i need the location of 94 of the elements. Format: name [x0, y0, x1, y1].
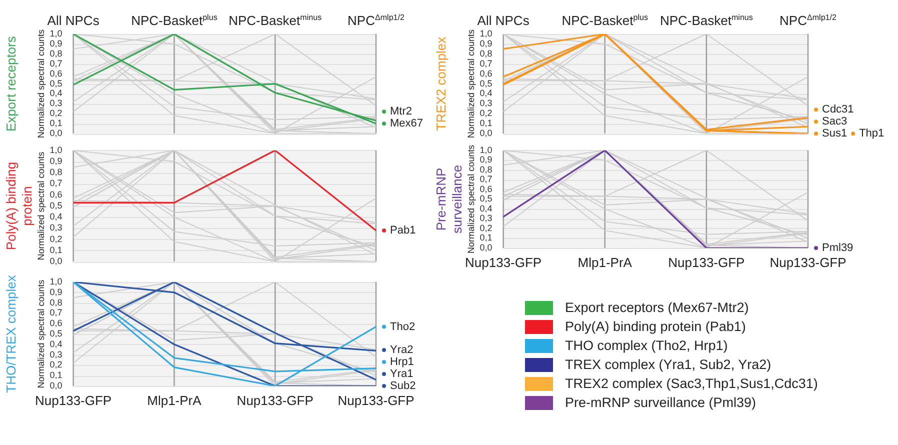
y-tick-label: 1,0	[480, 144, 492, 155]
y-tick-label: 0,3	[50, 98, 62, 108]
y-tick-label: 0,5	[480, 194, 492, 204]
y-tick-label: 0,2	[50, 234, 62, 244]
y-tick-label: 0,6	[50, 68, 62, 78]
x-tick-label: Nup133-GFP	[35, 393, 112, 408]
y-tick-label: 0,5	[480, 78, 492, 88]
y-tick-label: 0,6	[480, 184, 492, 194]
y-tick-label: 0,8	[480, 164, 492, 174]
legend-label: Sus1	[822, 128, 848, 140]
y-tick-label: 0,2	[480, 222, 492, 233]
y-tick-label: 0,1	[50, 118, 62, 128]
legend-label: Mex67	[390, 118, 424, 130]
y-tick-label: 0,4	[50, 338, 62, 349]
y-tick-label: 0,4	[50, 212, 62, 222]
y-tick-label: 0,3	[50, 349, 62, 360]
y-tick-label: 0,3	[50, 222, 62, 233]
y-axis-title: Normalized spectral counts	[36, 151, 46, 260]
legend-label: Thp1	[859, 128, 884, 140]
y-tick-label: 0,8	[50, 48, 62, 58]
y-tick-label: 0,7	[50, 178, 62, 188]
y-tick-label: 0,9	[480, 38, 492, 48]
y-tick-label: 0,0	[480, 128, 492, 138]
y-tick-label: 0,8	[50, 297, 62, 308]
y-tick-label: 0,9	[480, 154, 492, 165]
x-tick-label: Nup133-GFP	[338, 393, 414, 408]
x-tick-label: All NPCs	[477, 13, 530, 28]
y-axis-title: Normalized spectral counts	[36, 279, 46, 388]
y-tick-label: 0,2	[50, 360, 62, 370]
category-label: TREX2 complex (Sac3,Thp1,Sus1,Cdc31)	[565, 376, 818, 391]
legend-label: Yra2	[390, 344, 414, 356]
y-tick-label: 0,9	[50, 156, 62, 166]
x-tick-label: Nup133-GFP	[465, 255, 542, 270]
y-tick-label: 0,8	[50, 167, 62, 178]
legend-label: Cdc31	[822, 104, 854, 116]
y-tick-label: 0,0	[50, 128, 62, 138]
x-tick-label: Mlp1-PrA	[578, 255, 632, 270]
y-tick-label: 0,2	[50, 108, 62, 118]
y-tick-label: 1,0	[480, 28, 492, 38]
legend-label: Sub2	[390, 380, 416, 392]
x-tick-label: Nup133-GFP	[770, 255, 846, 270]
y-tick-label: 1,0	[50, 276, 62, 286]
category-label: TREX complex (Yra1, Sub2, Yra2)	[565, 357, 772, 372]
text: Poly(A) binding protein	[4, 162, 35, 250]
y-tick-label: 0,5	[50, 78, 62, 88]
y-tick-label: 0,6	[50, 189, 62, 200]
y-tick-label: 1,0	[50, 144, 62, 155]
x-tick-label: Nup133-GFP	[236, 393, 314, 408]
y-tick-label: 0,0	[480, 242, 492, 252]
text: TREX2 complex	[434, 36, 449, 131]
y-tick-label: 0,7	[480, 58, 492, 68]
x-tick-label: Mlp1-PrA	[147, 393, 202, 408]
y-tick-label: 0,0	[50, 380, 62, 390]
y-tick-label: 0,4	[480, 203, 492, 214]
y-tick-label: 0,4	[50, 88, 62, 98]
y-tick-label: 0,3	[480, 213, 492, 224]
category-label: THO complex (Tho2, Hrp1)	[565, 338, 728, 353]
y-tick-label: 0,7	[50, 308, 62, 318]
legend-label: Pab1	[390, 224, 416, 236]
legend-label: Tho2	[390, 320, 416, 333]
y-tick-label: 0,5	[50, 200, 62, 210]
y-tick-label: 0,6	[50, 318, 62, 328]
category-label: Pre-mRNP surveillance (Pml39)	[565, 395, 756, 410]
x-tick-label: All NPCs	[47, 13, 100, 28]
y-tick-label: 0,7	[480, 174, 492, 184]
category-label: Poly(A) binding protein (Pab1)	[565, 319, 746, 334]
y-tick-label: 0,2	[480, 108, 492, 118]
legend-label: Pml39	[822, 242, 854, 254]
legend-label: Yra1	[390, 368, 414, 380]
y-tick-label: 0,8	[480, 48, 492, 58]
legend-label: Mtr2	[390, 106, 412, 118]
x-tick-label: Nup133-GFP	[668, 255, 745, 270]
y-axis-title: Normalized spectral counts	[466, 144, 476, 254]
y-tick-label: 0,7	[50, 58, 62, 68]
text: Export receptors	[4, 36, 19, 132]
y-axis-title: Normalized spectral counts	[36, 29, 46, 138]
y-tick-label: 0,5	[50, 328, 62, 338]
category-label: Export receptors (Mex67-Mtr2)	[565, 300, 749, 315]
y-tick-label: 0,6	[480, 68, 492, 78]
text: THO/TREX complex	[4, 274, 19, 393]
y-tick-label: 1,0	[50, 28, 62, 38]
y-tick-label: 0,4	[480, 88, 492, 98]
legend-label: Sac3	[822, 116, 848, 128]
y-axis-title: Normalized spectral counts	[466, 29, 476, 138]
y-tick-label: 0,1	[480, 232, 492, 243]
legend-label: Hrp1	[390, 356, 414, 368]
y-tick-label: 0,9	[50, 286, 62, 297]
y-tick-label: 0,1	[50, 244, 62, 255]
y-tick-label: 0,9	[50, 38, 62, 48]
y-tick-label: 0,1	[50, 370, 62, 380]
y-tick-label: 0,3	[480, 98, 492, 108]
y-tick-label: 0,0	[50, 256, 62, 266]
text: Pre-mRNP surveillance	[434, 164, 465, 234]
y-tick-label: 0,1	[480, 118, 492, 128]
